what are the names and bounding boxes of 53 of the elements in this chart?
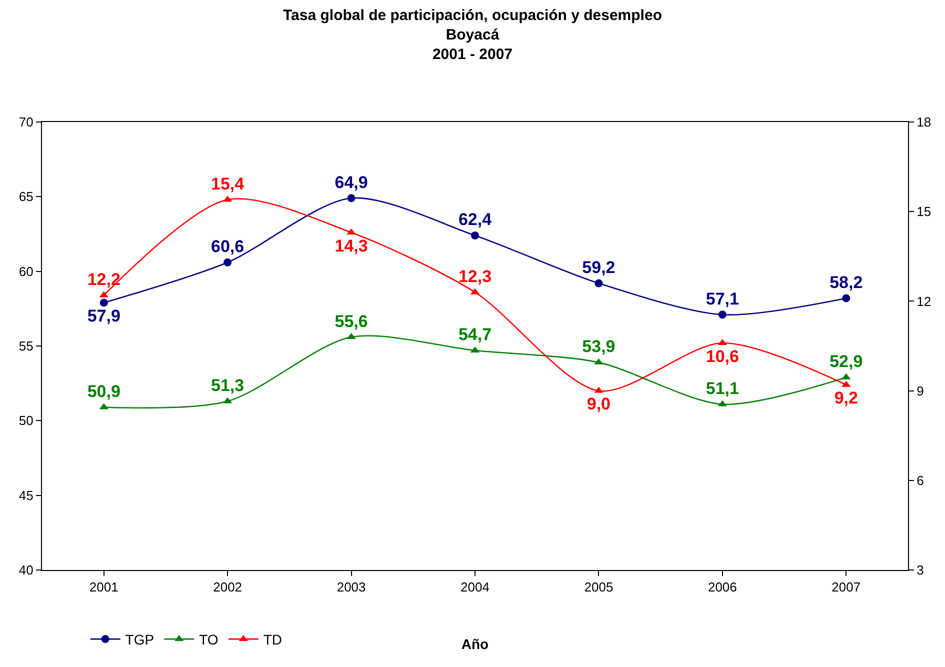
- y-tick-label: 45: [18, 488, 34, 503]
- point: [224, 258, 232, 266]
- point: [100, 298, 108, 307]
- x-tick-label: 2007: [832, 580, 861, 595]
- y2-tick-label: 6: [916, 472, 924, 488]
- data-label: 15,4: [211, 174, 245, 194]
- point: [718, 310, 726, 319]
- data-label: 62,4: [458, 210, 492, 230]
- point: [347, 194, 356, 202]
- y-tick-label: 50: [18, 413, 34, 428]
- data-label: 9,0: [586, 394, 611, 414]
- x-tick-label: 2005: [584, 580, 614, 595]
- data-label: 59,2: [582, 258, 616, 278]
- y2-tick-label: 3: [916, 562, 924, 578]
- y2-tick-label: 12: [916, 294, 932, 309]
- x-tick-label: 2003: [336, 580, 366, 595]
- data-label: 9,2: [834, 388, 858, 408]
- point: [842, 294, 850, 302]
- y-tick-label: 40: [18, 562, 34, 578]
- data-label: 51,1: [706, 378, 739, 398]
- legend-label: TD: [263, 632, 282, 648]
- data-label: 58,2: [830, 272, 863, 292]
- x-tick-label: 2004: [460, 580, 490, 595]
- data-label: 12,2: [87, 270, 120, 289]
- y2-tick-label: 15: [916, 204, 932, 220]
- point: [471, 231, 479, 240]
- data-label: 14,3: [334, 236, 368, 256]
- y-tick-label: 65: [18, 189, 34, 204]
- data-label: 10,6: [706, 346, 739, 366]
- data-label: 51,3: [211, 376, 244, 395]
- data-label: 55,6: [334, 312, 368, 331]
- x-tick-label: 2002: [213, 580, 242, 595]
- legend-label: TO: [199, 632, 218, 648]
- data-label: 54,7: [458, 325, 492, 344]
- point: [594, 279, 603, 288]
- data-label: 64,9: [334, 172, 368, 192]
- y2-tick-label: 9: [916, 383, 924, 398]
- data-label: 52,9: [830, 352, 863, 372]
- y-tick-label: 55: [18, 338, 34, 354]
- data-label: 57,9: [87, 306, 120, 326]
- y-tick-label: 60: [18, 264, 34, 279]
- data-label: 53,9: [582, 337, 616, 356]
- y2-tick-label: 18: [916, 114, 932, 130]
- chart-title: Tasa global de participación, ocupación y desempleo Boyacá 2001 - 2007: [283, 7, 662, 64]
- data-label: 50,9: [87, 382, 120, 401]
- legend-label: TGP: [125, 632, 154, 648]
- x-axis-title: Año: [461, 636, 489, 652]
- y-tick-label: 70: [18, 114, 34, 130]
- x-tick-label: 2006: [708, 580, 737, 595]
- data-label: 12,3: [458, 266, 492, 286]
- data-label: 57,1: [706, 289, 739, 308]
- x-tick-label: 2001: [89, 580, 118, 595]
- data-label: 60,6: [211, 237, 244, 256]
